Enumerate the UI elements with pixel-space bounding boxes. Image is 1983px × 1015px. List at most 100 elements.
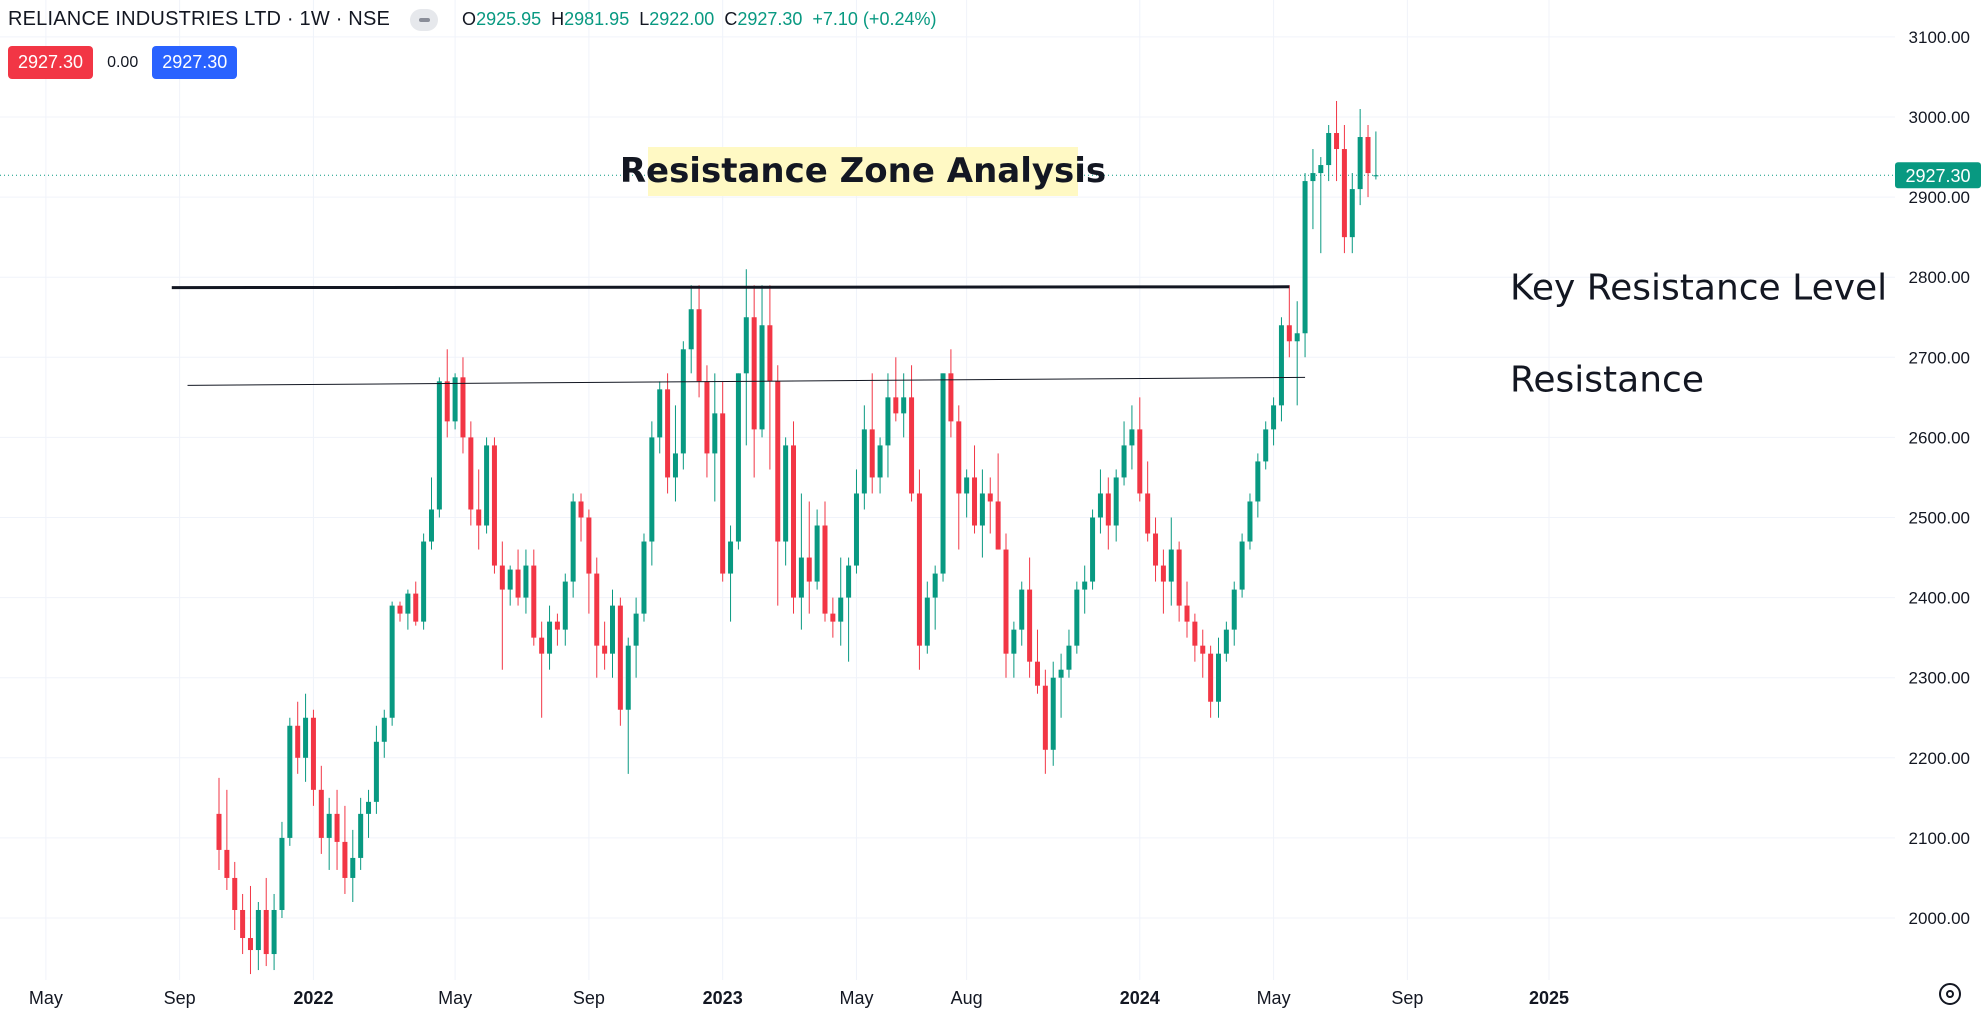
x-tick-label: May bbox=[839, 988, 873, 1008]
candle-body bbox=[964, 477, 970, 494]
candle-body bbox=[1263, 429, 1269, 462]
settings-gear-icon[interactable] bbox=[1939, 983, 1961, 1005]
candle-body bbox=[783, 445, 789, 542]
candle-body bbox=[1097, 493, 1103, 518]
high-value: 2981.95 bbox=[564, 9, 630, 29]
candle-body bbox=[460, 377, 466, 438]
candle-body bbox=[515, 569, 521, 598]
candle-body bbox=[1302, 181, 1308, 334]
candle-body bbox=[1239, 541, 1245, 590]
candle-body bbox=[688, 309, 694, 350]
candle-body bbox=[373, 741, 379, 802]
candle-body bbox=[342, 841, 348, 878]
candle-body bbox=[350, 857, 356, 878]
y-tick-label: 2100.00 bbox=[1909, 829, 1970, 848]
candle-body bbox=[987, 493, 993, 502]
candle-body bbox=[271, 909, 277, 955]
candle-body bbox=[1042, 685, 1048, 750]
candle-body bbox=[578, 501, 584, 518]
ohlc-readout: O2925.95 H2981.95 L2922.00 C2927.30 +7.1… bbox=[462, 9, 936, 30]
open-value: 2925.95 bbox=[476, 9, 542, 29]
candle-body bbox=[1318, 165, 1324, 174]
candle-body bbox=[468, 437, 474, 510]
candle-body bbox=[1373, 175, 1379, 177]
candle-body bbox=[491, 445, 497, 566]
collapse-legend-button[interactable] bbox=[410, 8, 439, 31]
candle-body bbox=[909, 397, 915, 494]
y-tick-label: 3000.00 bbox=[1909, 108, 1970, 127]
x-tick-label: Aug bbox=[951, 988, 983, 1008]
candle-body bbox=[523, 565, 529, 598]
y-tick-label: 2700.00 bbox=[1909, 348, 1970, 367]
candle-body bbox=[397, 605, 403, 614]
candle-body bbox=[1027, 589, 1033, 662]
candle-body bbox=[1294, 333, 1300, 342]
candle-body bbox=[507, 569, 513, 590]
candle-body bbox=[263, 909, 269, 955]
candle-body bbox=[979, 493, 985, 526]
candle-body bbox=[720, 413, 726, 574]
candle-body bbox=[1153, 533, 1159, 566]
title-annotation-bg bbox=[648, 147, 1078, 196]
candle-body bbox=[1208, 653, 1214, 702]
candle-body bbox=[1334, 133, 1340, 150]
candle-body bbox=[932, 573, 938, 598]
candle-body bbox=[1176, 549, 1182, 606]
candle-body bbox=[625, 645, 631, 710]
candle-body bbox=[924, 597, 930, 646]
candle-body bbox=[759, 325, 765, 430]
candle-body bbox=[562, 581, 568, 630]
price-axis bbox=[1895, 0, 1983, 1015]
candle-body bbox=[948, 373, 954, 422]
y-tick-label: 2200.00 bbox=[1909, 749, 1970, 768]
candle-body bbox=[436, 381, 442, 510]
candle-body bbox=[405, 593, 411, 614]
candle-body bbox=[1050, 677, 1056, 750]
candle-body bbox=[657, 389, 663, 438]
x-tick-label: May bbox=[29, 988, 63, 1008]
y-tick-label: 2600.00 bbox=[1909, 428, 1970, 447]
y-tick-label: 2000.00 bbox=[1909, 909, 1970, 928]
y-tick-label: 2900.00 bbox=[1909, 188, 1970, 207]
buy-price-button[interactable]: 2927.30 bbox=[152, 46, 238, 79]
candle-body bbox=[822, 525, 828, 614]
change-value: +7.10 (+0.24%) bbox=[812, 9, 937, 29]
candle-body bbox=[1255, 461, 1261, 502]
candle-body bbox=[358, 813, 364, 858]
candle-body bbox=[1113, 477, 1119, 526]
candle-body bbox=[334, 813, 340, 842]
y-tick-label: 2500.00 bbox=[1909, 509, 1970, 528]
candle-body bbox=[940, 373, 946, 574]
candle-body bbox=[318, 789, 324, 838]
candle-body bbox=[972, 477, 978, 526]
candle-body bbox=[696, 309, 702, 382]
candle-body bbox=[1019, 589, 1025, 630]
candle-body bbox=[1215, 653, 1221, 702]
candle-body bbox=[247, 938, 253, 951]
candle-body bbox=[531, 565, 537, 638]
candle-body bbox=[539, 637, 545, 654]
candle-body bbox=[1168, 549, 1174, 582]
candle-body bbox=[680, 349, 686, 454]
spread-value: 0.00 bbox=[107, 53, 139, 71]
x-tick-label: 2023 bbox=[703, 988, 743, 1008]
candle-body bbox=[602, 645, 608, 654]
candle-body bbox=[547, 621, 553, 654]
candle-body bbox=[1074, 589, 1080, 646]
x-tick-label: 2024 bbox=[1120, 988, 1160, 1008]
open-label: O bbox=[462, 9, 477, 29]
high-label: H bbox=[551, 9, 565, 29]
symbol-title[interactable]: RELIANCE INDUSTRIES LTD · 1W · NSE bbox=[8, 8, 391, 30]
x-tick-label: 2022 bbox=[293, 988, 333, 1008]
candle-body bbox=[484, 445, 490, 526]
candle-body bbox=[1066, 645, 1072, 670]
y-tick-label: 3100.00 bbox=[1909, 28, 1970, 47]
candle-body bbox=[1090, 517, 1096, 582]
candle-body bbox=[570, 501, 576, 582]
y-tick-label: 2300.00 bbox=[1909, 669, 1970, 688]
resistance-line bbox=[187, 376, 1306, 386]
x-tick-label: Sep bbox=[1391, 988, 1423, 1008]
sell-price-button[interactable]: 2927.30 bbox=[8, 46, 94, 79]
key-resistance-line bbox=[171, 285, 1290, 290]
